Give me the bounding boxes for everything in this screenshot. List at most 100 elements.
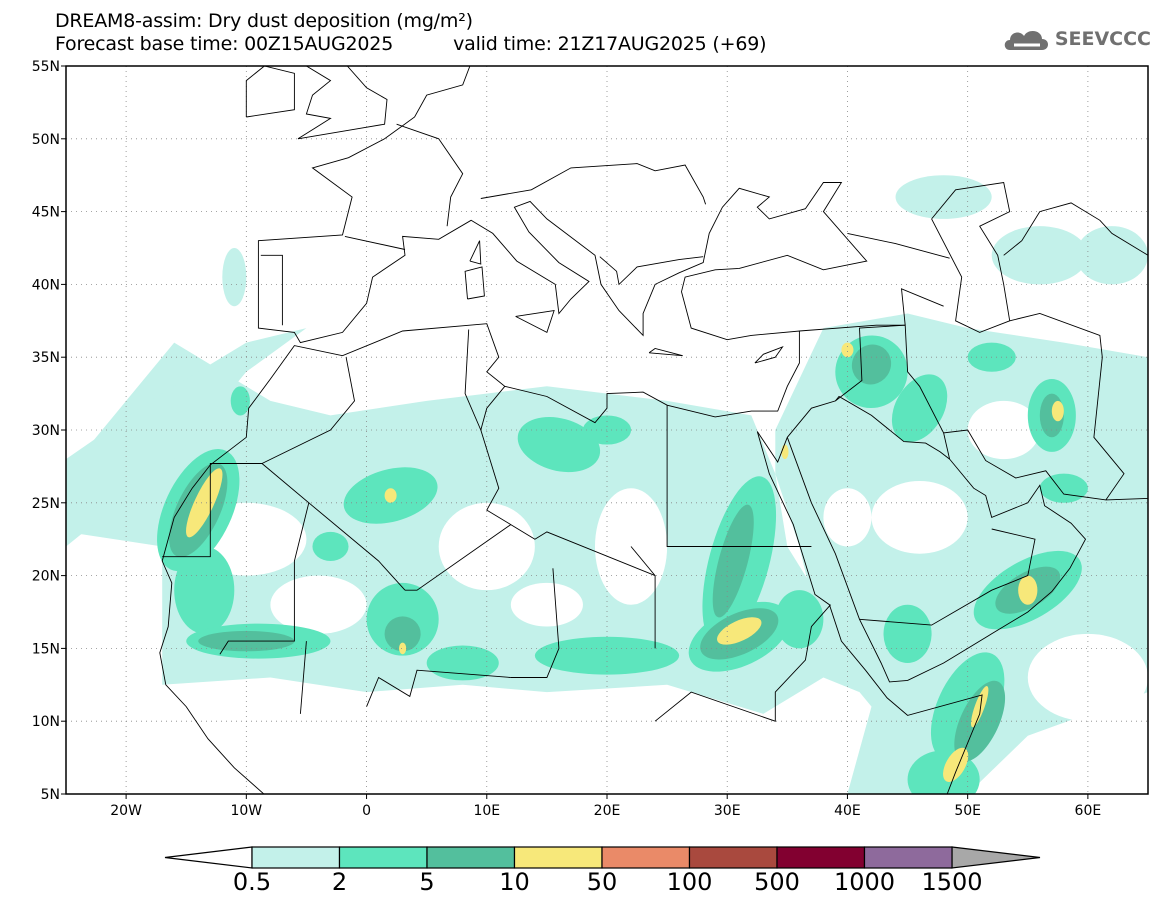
coastline <box>162 463 262 558</box>
coastline <box>297 66 332 140</box>
dust-area <box>1039 473 1088 503</box>
colorbar-swatch <box>426 846 516 869</box>
dust-area <box>970 686 989 728</box>
seevccc-logo: SEEVCCC <box>1002 26 1151 52</box>
colorbar-swatch <box>513 846 603 869</box>
lon-label: 20E <box>594 803 621 819</box>
valid-time: valid time: 21Z17AUG2025 (+69) <box>453 33 767 55</box>
coastline <box>344 235 406 250</box>
dust-area <box>222 248 247 307</box>
dust-area <box>775 590 824 649</box>
colorbar-label: 1500 <box>921 868 983 896</box>
logo-text: SEEVCCC <box>1054 28 1151 50</box>
coastline <box>297 66 388 140</box>
coastline <box>515 310 555 334</box>
coastline <box>654 604 831 722</box>
axis-ticks: 5N 10N 15N 20N 25N 30N 35N 40N 45N 50N 55N 20W 10W 0 1… <box>32 59 1102 819</box>
lat-label: 55N <box>32 59 60 75</box>
colorbar-over-triangle <box>951 846 1041 869</box>
coastline <box>599 256 704 286</box>
dust-area <box>384 616 421 652</box>
lat-label: 45N <box>32 205 60 221</box>
dust-area <box>781 444 789 460</box>
base-time: Forecast base time: 00Z15AUG2025 <box>55 33 394 55</box>
colorbar-swatch <box>863 846 953 869</box>
coastline <box>260 254 283 326</box>
coastline <box>1003 202 1148 256</box>
coastline <box>245 66 295 118</box>
dust-area <box>871 480 968 554</box>
coastline <box>261 357 355 464</box>
cloud-icon <box>1004 30 1048 50</box>
coastline <box>847 232 950 259</box>
dust-area <box>717 617 762 645</box>
coastline <box>469 240 482 265</box>
dust-area <box>991 226 1088 285</box>
coastlines <box>159 66 1148 794</box>
lat-label: 20N <box>32 569 60 585</box>
dust-area <box>954 680 1006 762</box>
gridlines <box>66 66 1148 794</box>
coastline <box>1009 313 1125 501</box>
coastline <box>786 395 950 460</box>
dust-area <box>510 582 583 627</box>
dust-area <box>426 645 499 681</box>
colorbar-swatch <box>251 846 341 869</box>
dust-area <box>895 175 992 219</box>
dust-area <box>967 400 1040 460</box>
dust-area <box>1075 226 1148 285</box>
lon-label: 40E <box>834 803 861 819</box>
dust-area <box>712 504 754 618</box>
lon-label: 50E <box>954 803 981 819</box>
coastline <box>799 324 906 332</box>
coastline <box>648 348 683 357</box>
dust-area <box>1027 633 1148 722</box>
coastline <box>396 123 464 227</box>
coastline <box>754 346 784 364</box>
lon-label: 10E <box>473 803 500 819</box>
lat-label: 15N <box>32 641 60 657</box>
dust-area <box>230 386 250 416</box>
coastline <box>859 528 1036 626</box>
dust-area <box>823 488 872 547</box>
lon-label: 20W <box>110 803 142 819</box>
colorbar-swatch <box>688 846 778 869</box>
coastline <box>630 546 656 576</box>
map-title: DREAM8-assim: Dry dust deposition (mg/m²… <box>55 10 473 32</box>
colorbar-under-triangle <box>164 846 253 869</box>
map-subtitle: Forecast base time: 00Z15AUG2025 valid ti… <box>55 33 767 55</box>
coastline <box>464 266 485 300</box>
coastline <box>308 502 406 591</box>
coastline <box>219 463 310 655</box>
dust-area <box>1018 575 1038 605</box>
colorbar-swatch <box>338 846 428 869</box>
dust-area <box>883 604 932 663</box>
lon-label: 60E <box>1075 803 1102 819</box>
dust-area <box>534 636 680 675</box>
coastline <box>756 431 788 463</box>
lon-label: 10W <box>230 803 262 819</box>
colorbar-swatch <box>776 846 866 869</box>
dust-area <box>399 642 407 655</box>
colorbar-label: 0.5 <box>232 868 272 896</box>
lat-label: 40N <box>32 277 60 293</box>
lon-label: 0 <box>362 803 371 819</box>
dust-area <box>174 546 235 634</box>
coastline <box>366 669 511 707</box>
coastline <box>756 431 983 794</box>
dust-area <box>891 374 948 442</box>
colorbar-label: 2 <box>331 868 348 896</box>
dust-area <box>312 531 349 562</box>
lat-label: 50N <box>32 132 60 148</box>
lat-label: 30N <box>32 423 60 439</box>
colorbar-label: 1000 <box>833 868 896 896</box>
colorbar-label: 500 <box>754 868 800 896</box>
coastline <box>786 429 1148 683</box>
colorbar-label: 5 <box>419 868 435 896</box>
coastline <box>510 568 560 678</box>
coastline <box>900 288 944 326</box>
colorbar-label: 50 <box>586 868 618 896</box>
coastline <box>464 329 482 431</box>
colorbar-label: 100 <box>666 868 713 896</box>
